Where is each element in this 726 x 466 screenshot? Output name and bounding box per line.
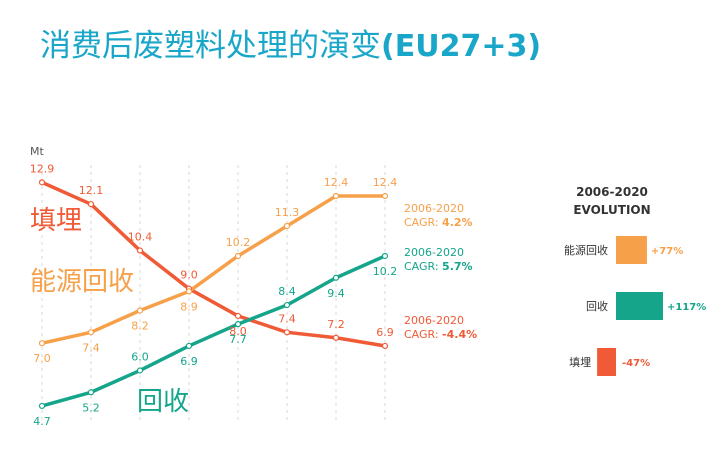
value-label-landfill-2018: 7.2 bbox=[327, 318, 345, 331]
point-energy-2006 bbox=[38, 340, 46, 347]
point-recycling-2016 bbox=[283, 301, 291, 309]
point-recycling-2006 bbox=[38, 402, 46, 410]
line-recycling bbox=[40, 254, 387, 408]
series-lines bbox=[40, 180, 387, 408]
evolution-category-recycling: 回收 bbox=[586, 299, 608, 313]
cagr-energy: CAGR: 4.2% bbox=[404, 216, 473, 229]
evolution-label-energy: +77% bbox=[651, 246, 683, 257]
value-label-recycling-2006: 4.7 bbox=[33, 415, 51, 428]
value-label-landfill-2020: 6.9 bbox=[376, 326, 394, 339]
value-label-landfill-2008: 12.1 bbox=[79, 184, 104, 197]
evolution-bar-landfill bbox=[597, 348, 616, 376]
value-label-recycling-2008: 5.2 bbox=[82, 401, 100, 414]
point-recycling-2010 bbox=[136, 367, 144, 374]
value-label-energy-2016: 11.3 bbox=[275, 206, 300, 219]
evolution-category-energy: 能源回收 bbox=[564, 243, 608, 257]
cagr-recycling: CAGR: 5.7% bbox=[404, 260, 473, 273]
value-label-landfill-2016: 7.4 bbox=[278, 312, 296, 325]
point-energy-2016 bbox=[283, 222, 291, 230]
title-chinese: 消费后废塑料处理的演变 bbox=[40, 28, 381, 64]
value-label-energy-2008: 7.4 bbox=[82, 341, 100, 354]
line-energy bbox=[40, 194, 387, 345]
value-label-energy-2020: 12.4 bbox=[373, 176, 398, 189]
point-landfill-2014 bbox=[234, 312, 242, 320]
point-energy-2020 bbox=[381, 192, 389, 200]
evolution-category-landfill: 填埋 bbox=[569, 355, 591, 369]
cagr-period-energy: 2006-2020 bbox=[404, 202, 464, 215]
point-recycling-2008 bbox=[87, 389, 95, 396]
page-title: 消费后废塑料处理的演变 (EU27+3) bbox=[40, 20, 541, 68]
evolution-title-line2: EVOLUTION bbox=[573, 203, 650, 217]
evolution-label-landfill: -47% bbox=[622, 358, 650, 369]
value-label-landfill-2012: 9.0 bbox=[180, 269, 198, 282]
value-label-energy-2006: 7.0 bbox=[33, 352, 51, 365]
point-recycling-2018 bbox=[332, 274, 340, 281]
point-energy-2010 bbox=[136, 307, 144, 314]
evolution-bar-energy bbox=[616, 236, 647, 264]
point-recycling-2014 bbox=[234, 321, 242, 328]
value-label-recycling-2016: 8.4 bbox=[278, 285, 296, 298]
value-label-landfill-2006: 12.9 bbox=[30, 162, 55, 175]
point-recycling-2020 bbox=[381, 252, 389, 260]
line-landfill bbox=[40, 180, 387, 348]
series-name-recycling: 回收 bbox=[137, 387, 189, 417]
point-landfill-2010 bbox=[136, 247, 144, 254]
series-points bbox=[38, 179, 389, 410]
value-label-recycling-2018: 9.4 bbox=[327, 287, 345, 300]
evolution-bars: 能源回收 +77% 回收 +117% 填埋 -47% bbox=[564, 236, 706, 376]
cagr-period-landfill: 2006-2020 bbox=[404, 314, 464, 327]
title-region: (EU27+3) bbox=[381, 29, 542, 64]
point-recycling-2012 bbox=[185, 342, 193, 350]
value-label-energy-2014: 10.2 bbox=[226, 236, 251, 249]
series-name-energy: 能源回收 bbox=[30, 267, 134, 297]
value-labels: 12.9 12.1 10.4 9.0 8.0 7.4 7.2 6.9 7.0 7.4 8.2 8.9 1… bbox=[30, 162, 398, 428]
point-landfill-2008 bbox=[87, 201, 95, 208]
point-energy-2018 bbox=[332, 192, 340, 200]
point-energy-2008 bbox=[87, 329, 95, 336]
grid-lines bbox=[41, 165, 386, 420]
value-label-landfill-2010: 10.4 bbox=[128, 231, 153, 244]
value-label-energy-2018: 12.4 bbox=[324, 176, 349, 189]
point-landfill-2020 bbox=[381, 342, 389, 350]
point-energy-2014 bbox=[234, 252, 242, 260]
series-name-landfill: 填埋 bbox=[30, 206, 82, 236]
value-label-energy-2012: 8.9 bbox=[180, 300, 198, 313]
point-landfill-2018 bbox=[332, 334, 340, 341]
point-landfill-2006 bbox=[38, 179, 46, 186]
evolution-label-recycling: +117% bbox=[667, 302, 706, 313]
evolution-title-line1: 2006-2020 bbox=[576, 185, 648, 199]
value-label-landfill-2014: 8.0 bbox=[229, 325, 247, 338]
cagr-landfill: CAGR: -4.4% bbox=[404, 328, 477, 341]
value-label-recycling-2012: 6.9 bbox=[180, 355, 198, 368]
point-energy-2012 bbox=[185, 288, 193, 295]
evolution-bar-recycling bbox=[616, 292, 663, 320]
evolution-bar-chart: 2006-2020 EVOLUTION 能源回收 +77% 回收 +117% 填埋 -47… bbox=[564, 185, 706, 376]
value-label-recycling-2010: 6.0 bbox=[131, 350, 149, 363]
point-landfill-2016 bbox=[283, 329, 291, 336]
value-label-recycling-2020: 10.2 bbox=[373, 265, 398, 278]
value-label-recycling-2014: 7.7 bbox=[229, 333, 247, 346]
value-label-energy-2010: 8.2 bbox=[131, 319, 149, 332]
cagr-period-recycling: 2006-2020 bbox=[404, 246, 464, 259]
unit-label: Mt bbox=[30, 145, 44, 158]
